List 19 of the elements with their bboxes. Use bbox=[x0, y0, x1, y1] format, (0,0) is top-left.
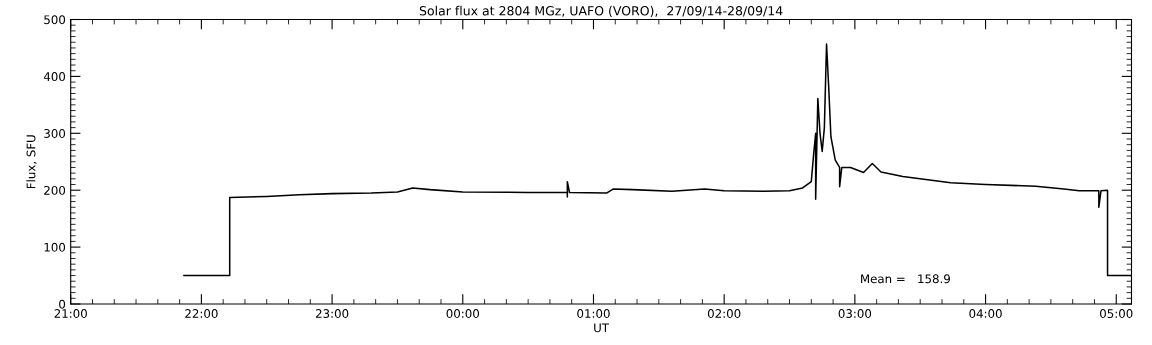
y-tick-label: 500 bbox=[44, 15, 66, 25]
x-tick-label: 22:00 bbox=[185, 309, 218, 318]
x-tick-label: 04:00 bbox=[969, 309, 1002, 318]
x-axis-title: UT bbox=[594, 323, 610, 333]
y-tick-label: 200 bbox=[44, 185, 66, 195]
x-tick-label: 02:00 bbox=[707, 309, 741, 318]
x-tick-label: 01:00 bbox=[577, 309, 610, 318]
x-tick-label: 00:00 bbox=[446, 309, 480, 318]
x-tick-label: 23:00 bbox=[315, 309, 349, 318]
y-tick-label: 300 bbox=[44, 129, 66, 138]
x-tick-label: 05:00 bbox=[1100, 309, 1133, 318]
chart-title: Solar flux at 2804 MGz, UAFO (VORO), 27/09/14-28/09/14 bbox=[419, 5, 783, 17]
annotation: Mean = 158.9 bbox=[861, 274, 950, 284]
y-tick-label: 0 bbox=[59, 299, 66, 309]
y-tick-label: 400 bbox=[43, 72, 66, 82]
x-tick-label: 03:00 bbox=[838, 309, 872, 318]
x-tick-label: 21:00 bbox=[54, 309, 87, 318]
y-tick-label: 100 bbox=[44, 242, 66, 252]
y-axis-title: Flux, SFU bbox=[26, 135, 37, 189]
